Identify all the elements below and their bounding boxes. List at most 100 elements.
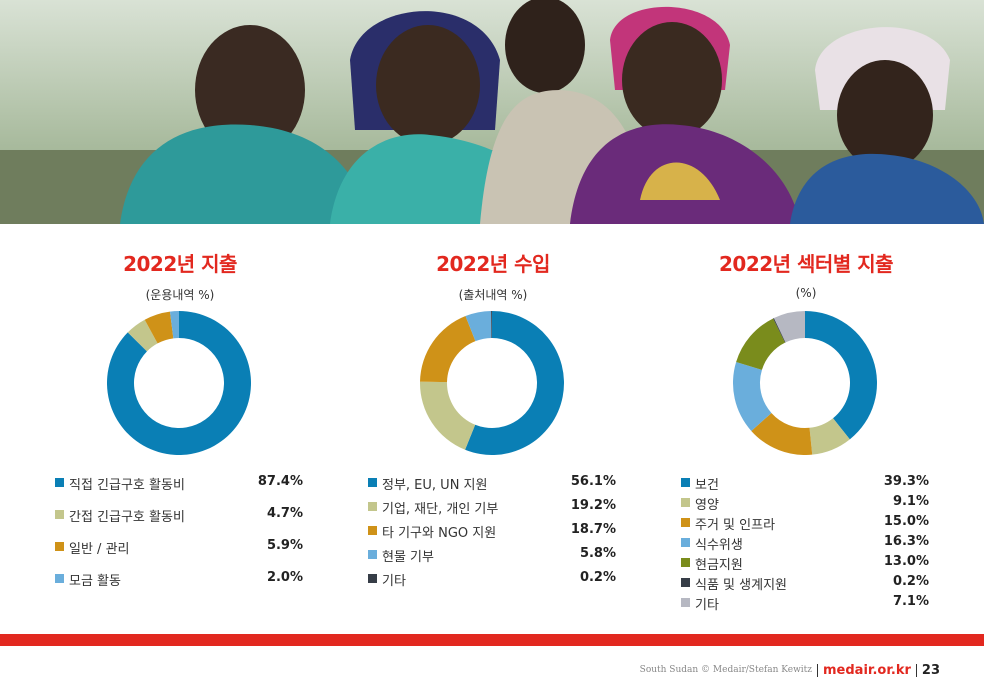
donut-slice <box>465 311 564 455</box>
chart-section-sector: 2022년 섹터별 지출 (%) 보건 39.3% 영양 9.1% 주거 및 인… <box>646 248 966 613</box>
footer-divider <box>915 663 917 677</box>
legend-swatch <box>681 598 690 607</box>
legend-item: 현금지원 13.0% <box>681 554 929 573</box>
donut-slice <box>420 316 476 383</box>
legend-value: 16.3% <box>883 534 929 549</box>
legend-item: 모금 활동 2.0% <box>55 570 303 589</box>
legend-value: 19.2% <box>570 498 616 513</box>
legend-value: 2.0% <box>266 570 303 585</box>
header-photo-art <box>0 0 984 224</box>
donut-slice <box>773 311 805 343</box>
donut-slice <box>805 311 877 440</box>
chart-subtitle: (출처내역 %) <box>458 288 528 302</box>
donut-slice <box>465 311 492 342</box>
legend-label: 모금 활동 <box>69 574 121 589</box>
legend-value: 9.1% <box>892 494 929 509</box>
legend-value: 15.0% <box>883 514 929 529</box>
donut-slice <box>420 381 476 450</box>
legend-item: 일반 / 관리 5.9% <box>55 538 303 557</box>
legend-swatch <box>368 526 377 535</box>
footer-accent-bar <box>0 634 984 646</box>
legend-label: 보건 <box>695 478 719 493</box>
donut-slice <box>773 318 786 343</box>
donut-slice <box>127 319 158 352</box>
donut-chart <box>107 311 251 455</box>
legend-label: 현금지원 <box>695 558 743 573</box>
legend-swatch <box>681 518 690 527</box>
legend-value: 7.1% <box>892 594 929 609</box>
legend-label: 기타 <box>382 574 406 589</box>
donut-slice <box>169 311 179 339</box>
legend-item: 영양 9.1% <box>681 494 929 513</box>
donut-chart <box>420 311 564 455</box>
chart-subtitle: (%) <box>795 286 817 300</box>
legend-label: 타 기구와 NGO 지원 <box>382 526 497 541</box>
legend-swatch <box>368 502 377 511</box>
donut-slice <box>144 311 174 344</box>
legend-value: 87.4% <box>257 474 303 489</box>
page-footer: South Sudan © Medair/Stefan Kewitz medai… <box>640 660 940 680</box>
legend-swatch <box>55 478 64 487</box>
header-photo <box>0 0 984 224</box>
legend-swatch <box>681 498 690 507</box>
donut-slice <box>107 311 251 455</box>
legend-item: 보건 39.3% <box>681 474 929 493</box>
legend-label: 주거 및 인프라 <box>695 518 776 533</box>
legend-label: 직접 긴급구호 활동비 <box>69 478 185 493</box>
legend-value: 18.7% <box>570 522 616 537</box>
legend-value: 39.3% <box>883 474 929 489</box>
legend-value: 4.7% <box>266 506 303 521</box>
legend-item: 기타 0.2% <box>368 570 616 589</box>
donut-chart <box>733 311 877 455</box>
page-number: 23 <box>921 662 940 678</box>
legend-item: 주거 및 인프라 15.0% <box>681 514 929 533</box>
legend-swatch <box>55 574 64 583</box>
donut-slice <box>751 412 813 455</box>
legend-label: 기업, 재단, 개인 기부 <box>382 502 499 517</box>
legend-swatch <box>681 578 690 587</box>
legend-item: 식품 및 생계지원 0.2% <box>681 574 929 593</box>
legend-swatch <box>368 478 377 487</box>
chart-section-income: 2022년 수입 (출처내역 %) 정부, EU, UN 지원 56.1% 기업… <box>333 248 653 589</box>
legend-label: 식품 및 생계지원 <box>695 578 787 593</box>
legend-label: 영양 <box>695 498 719 513</box>
chart-title: 2022년 수입 <box>436 252 550 276</box>
legend-swatch <box>681 478 690 487</box>
legend-item: 현물 기부 5.8% <box>368 546 616 565</box>
chart-title: 2022년 지출 <box>123 252 237 276</box>
footer-divider <box>817 663 819 677</box>
legend-label: 현물 기부 <box>382 550 434 565</box>
legend-value: 0.2% <box>579 570 616 585</box>
legend-value: 56.1% <box>570 474 616 489</box>
legend-swatch <box>55 542 64 551</box>
legend-value: 0.2% <box>892 574 929 589</box>
chart-title: 2022년 섹터별 지출 <box>719 252 894 276</box>
chart-subtitle: (운용내역 %) <box>145 288 215 302</box>
photo-credit: South Sudan © Medair/Stefan Kewitz <box>639 665 813 675</box>
legend-item: 기업, 재단, 개인 기부 19.2% <box>368 498 616 517</box>
legend-swatch <box>681 558 690 567</box>
donut-slice <box>809 418 850 455</box>
legend-value: 13.0% <box>883 554 929 569</box>
donut-slice <box>491 311 492 339</box>
website-link[interactable]: medair.or.kr <box>823 662 911 678</box>
legend-value: 5.9% <box>266 538 303 553</box>
legend-item: 기타 7.1% <box>681 594 929 613</box>
legend-label: 간접 긴급구호 활동비 <box>69 510 185 525</box>
legend-label: 일반 / 관리 <box>69 542 130 557</box>
legend-label: 식수위생 <box>695 538 743 553</box>
legend-swatch <box>368 574 377 583</box>
legend-label: 정부, EU, UN 지원 <box>382 478 488 493</box>
legend-swatch <box>368 550 377 559</box>
donut-slice <box>736 318 786 370</box>
legend-value: 5.8% <box>579 546 616 561</box>
legend-item: 간접 긴급구호 활동비 4.7% <box>55 506 303 525</box>
donut-slice <box>733 362 772 431</box>
legend-item: 정부, EU, UN 지원 56.1% <box>368 474 616 493</box>
legend-item: 식수위생 16.3% <box>681 534 929 553</box>
legend-swatch <box>681 538 690 547</box>
legend-item: 직접 긴급구호 활동비 87.4% <box>55 474 303 493</box>
legend-swatch <box>55 510 64 519</box>
legend-label: 기타 <box>695 598 719 613</box>
legend-item: 타 기구와 NGO 지원 18.7% <box>368 522 616 541</box>
